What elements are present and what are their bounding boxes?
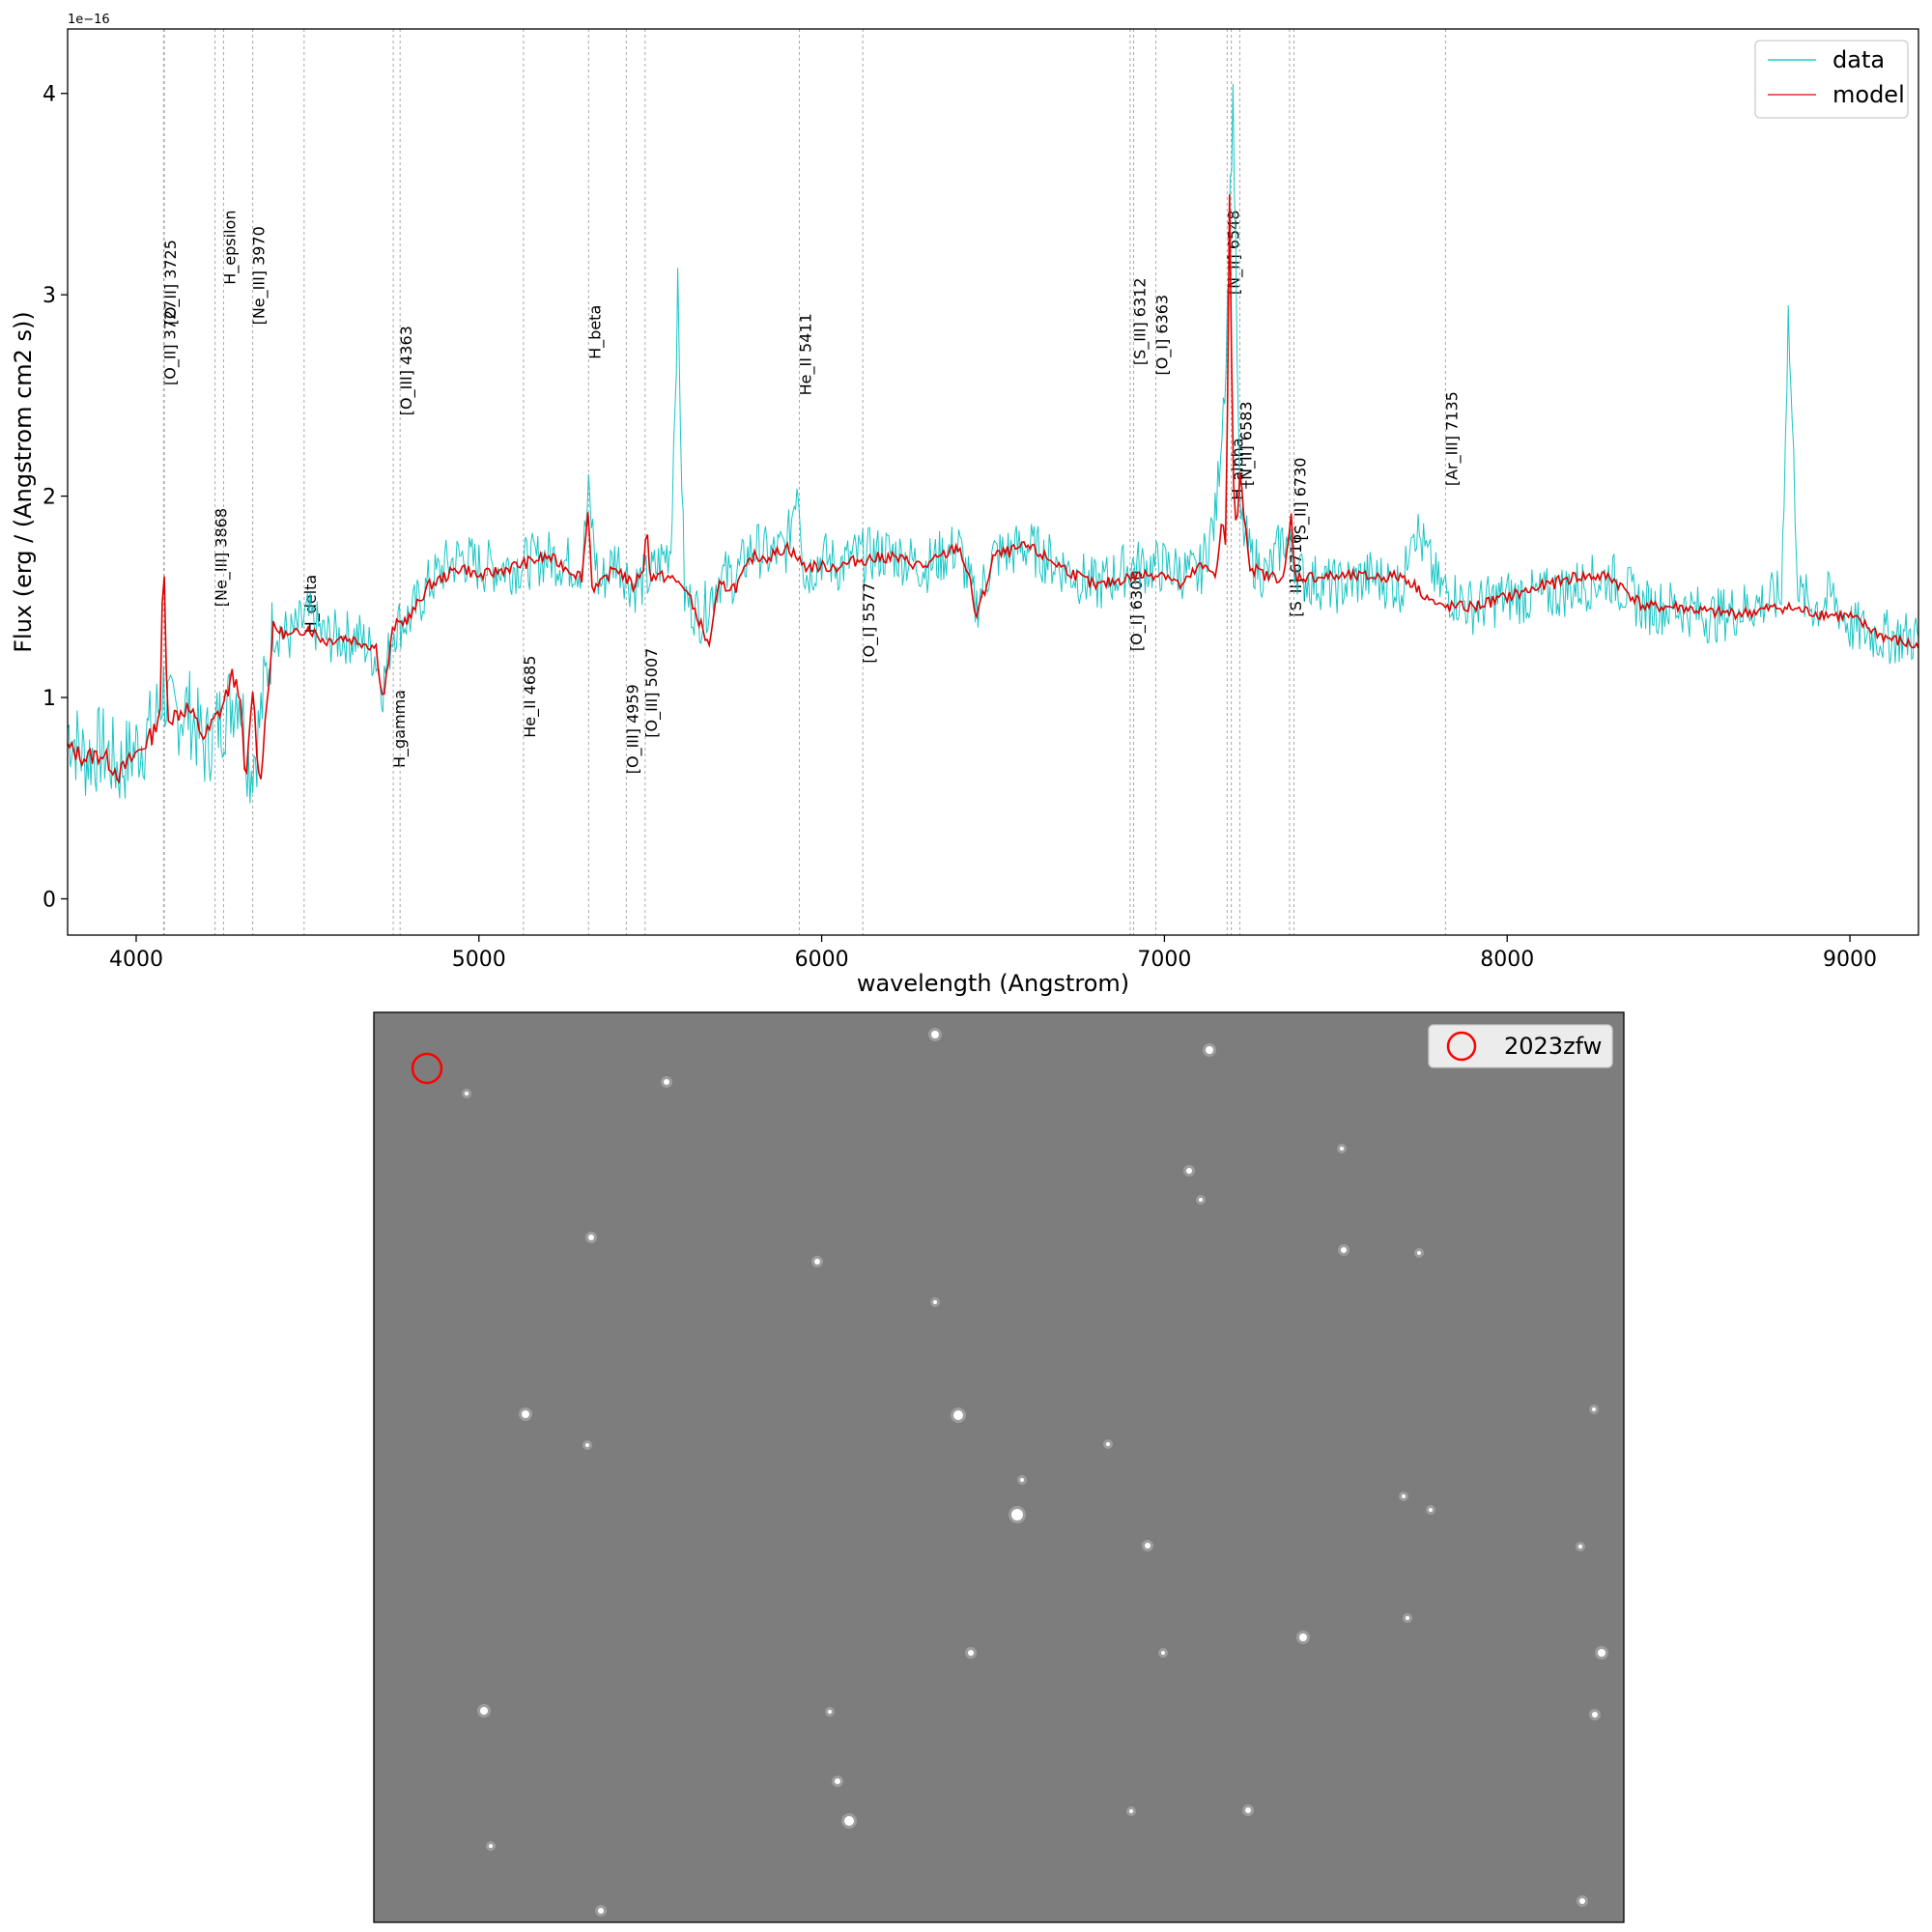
emission-line-label-10: [O_III] 4959 xyxy=(623,684,642,774)
y-axis-ticks: 0 1 2 3 4 xyxy=(43,83,68,912)
sky-legend: 2023zfw xyxy=(1428,1024,1613,1068)
legend-model-label: model xyxy=(1833,81,1905,108)
x-axis-label: wavelength (Angstrom) xyxy=(857,970,1129,997)
star-10 xyxy=(1417,1251,1421,1255)
star-23 xyxy=(1598,1649,1605,1657)
emission-line-label-1: [O_II] 3725 xyxy=(161,240,181,325)
y-offset-text: 1e−16 xyxy=(68,13,110,27)
emission-line-label-6: H_gamma xyxy=(390,690,410,768)
x-tick-label-5: 9000 xyxy=(1823,948,1877,972)
plot-area-frame xyxy=(67,28,1919,936)
transient-marker-circle xyxy=(411,1052,443,1085)
star-6 xyxy=(933,1300,937,1304)
star-19 xyxy=(1429,1508,1433,1512)
emission-line-label-9: H_beta xyxy=(585,305,605,359)
emission-line-label-22: [Ar_III] 7135 xyxy=(1442,391,1462,486)
x-tick-label-3: 7000 xyxy=(1137,948,1191,972)
x-tick-label-4: 8000 xyxy=(1480,948,1534,972)
star-16 xyxy=(1011,1509,1023,1520)
star-31 xyxy=(489,1844,493,1848)
star-32 xyxy=(598,1908,604,1914)
emission-line-label-16: [O_I] 6363 xyxy=(1153,295,1173,376)
y-tick-label-0: 0 xyxy=(43,888,56,912)
series-model xyxy=(67,194,1919,784)
star-27 xyxy=(835,1778,840,1784)
emission-line-label-17: [N_II] 6548 xyxy=(1224,210,1243,295)
star-8 xyxy=(1199,1198,1203,1202)
star-25 xyxy=(828,1710,832,1714)
y-tick-label-4: 4 xyxy=(43,83,56,107)
x-axis-ticks: 4000 5000 6000 7000 8000 9000 xyxy=(109,935,1877,972)
star-3 xyxy=(465,1092,469,1095)
star-17 xyxy=(1145,1543,1151,1548)
spectrum-legend: data model xyxy=(1754,40,1909,119)
star-33 xyxy=(1579,1898,1585,1904)
star-11 xyxy=(1340,1147,1344,1151)
y-tick-label-2: 2 xyxy=(43,486,56,510)
emission-line-label-21: [S_II] 6730 xyxy=(1292,458,1311,541)
y-axis-label: Flux (erg / (Angstrom cm2 s)) xyxy=(10,311,37,653)
star-15 xyxy=(1592,1407,1596,1411)
y-tick-label-3: 3 xyxy=(43,284,56,308)
star-21 xyxy=(1406,1616,1409,1620)
series-data xyxy=(67,83,1919,804)
star-4 xyxy=(588,1235,594,1240)
emission-line-label-12: He_II 5411 xyxy=(797,313,816,395)
sky-image-panel: 2023zfw xyxy=(373,1011,1625,1923)
star-20 xyxy=(1299,1634,1307,1641)
star-5 xyxy=(814,1259,820,1264)
sky-legend-label: 2023zfw xyxy=(1504,1033,1602,1060)
star-30 xyxy=(1245,1807,1251,1813)
x-tick-label-1: 5000 xyxy=(452,948,506,972)
sky-legend-box xyxy=(1428,1024,1613,1068)
star-13 xyxy=(953,1410,963,1420)
y-tick-label-1: 1 xyxy=(43,687,56,711)
star-35 xyxy=(1106,1442,1110,1446)
star-37 xyxy=(1578,1545,1582,1548)
emission-line-markers: [O_II] 3727[O_II] 3725 [Ne_III] 3868 H_eps… xyxy=(160,29,1462,935)
star-1 xyxy=(1206,1046,1213,1054)
star-29 xyxy=(1129,1809,1133,1813)
star-12 xyxy=(522,1410,529,1418)
star-2 xyxy=(664,1079,669,1085)
sky-legend-marker xyxy=(1446,1031,1477,1062)
emission-line-label-13: [O_I] 5577 xyxy=(860,582,879,664)
emission-line-label-2: [Ne_III] 3868 xyxy=(213,508,232,607)
star-0 xyxy=(931,1031,939,1038)
x-tick-label-0: 4000 xyxy=(109,948,163,972)
star-field xyxy=(462,1028,1608,1917)
star-34 xyxy=(1020,1478,1024,1482)
spectrum-plot: [O_II] 3727[O_II] 3725 [Ne_III] 3868 H_eps… xyxy=(10,13,1919,997)
star-36 xyxy=(1161,1651,1165,1655)
star-9 xyxy=(1341,1247,1347,1253)
x-tick-label-2: 6000 xyxy=(795,948,849,972)
sky-image-frame xyxy=(373,1011,1625,1923)
series-model-line xyxy=(67,194,1919,784)
emission-line-label-14: [S_III] 6312 xyxy=(1130,277,1150,365)
emission-line-label-0: [O_II] 3727 xyxy=(160,300,180,385)
emission-line-label-7: [O_III] 4363 xyxy=(397,326,416,415)
series-data-line xyxy=(67,83,1919,804)
legend-data-label: data xyxy=(1833,46,1885,73)
sky-image-background xyxy=(374,1012,1624,1922)
emission-line-label-8: He_II 4685 xyxy=(521,656,540,738)
emission-line-label-11: [O_III] 5007 xyxy=(642,648,662,738)
emission-line-label-4: [Ne_III] 3970 xyxy=(250,226,270,325)
star-28 xyxy=(844,1816,854,1826)
star-26 xyxy=(1592,1712,1598,1718)
star-22 xyxy=(968,1650,974,1656)
star-18 xyxy=(1402,1494,1406,1498)
star-24 xyxy=(480,1707,488,1715)
emission-line-label-19: [N_II] 6583 xyxy=(1236,401,1256,486)
emission-line-label-3: H_epsilon xyxy=(220,211,240,285)
star-14 xyxy=(585,1443,589,1447)
emission-line-label-15: [O_I] 6300 xyxy=(1127,570,1147,651)
star-7 xyxy=(1186,1168,1192,1174)
